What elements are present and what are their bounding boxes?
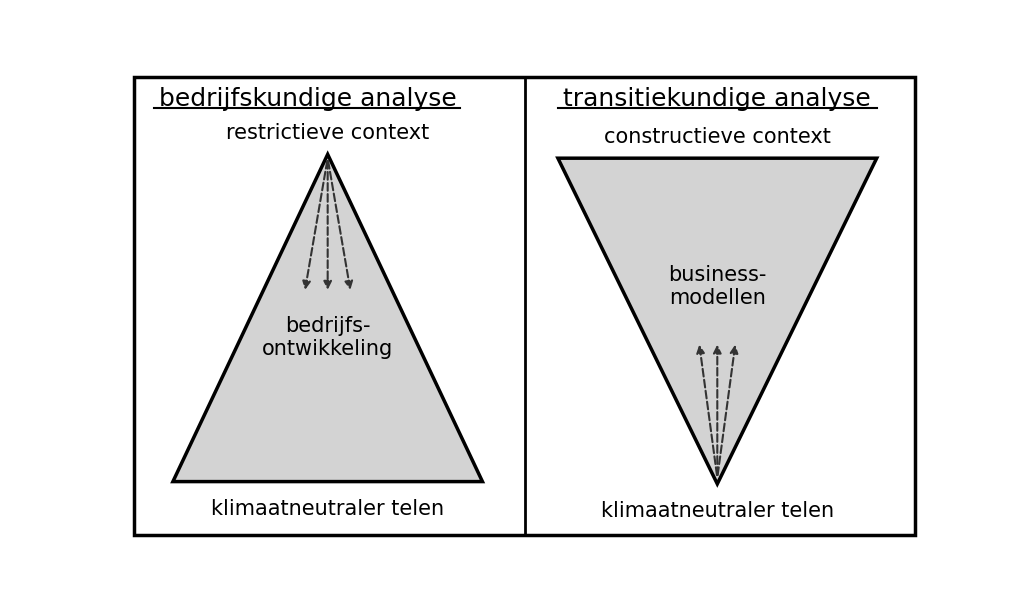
Text: bedrijfskundige analyse: bedrijfskundige analyse bbox=[159, 87, 457, 111]
Text: transitiekundige analyse: transitiekundige analyse bbox=[563, 87, 871, 111]
Polygon shape bbox=[558, 158, 877, 484]
Polygon shape bbox=[173, 155, 482, 482]
Text: constructieve context: constructieve context bbox=[604, 127, 830, 147]
Text: bedrijfs-
ontwikkeling: bedrijfs- ontwikkeling bbox=[262, 316, 393, 359]
FancyBboxPatch shape bbox=[134, 76, 915, 536]
Text: restrictieve context: restrictieve context bbox=[226, 123, 429, 143]
Text: business-
modellen: business- modellen bbox=[668, 265, 767, 308]
Text: klimaatneutraler telen: klimaatneutraler telen bbox=[211, 499, 444, 519]
Text: klimaatneutraler telen: klimaatneutraler telen bbox=[601, 501, 834, 521]
